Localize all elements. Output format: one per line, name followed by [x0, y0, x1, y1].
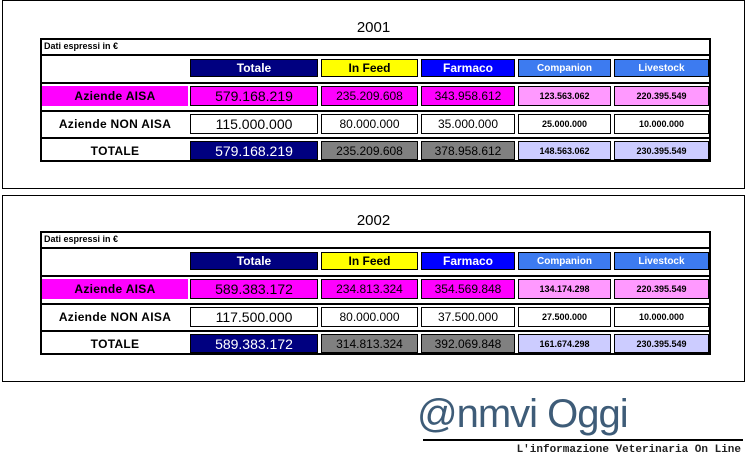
cell-value: 37.500.000 — [421, 307, 515, 327]
cell-value: 579.168.219 — [190, 86, 318, 106]
cell-value: 230.395.549 — [614, 141, 709, 160]
cell-value: 579.168.219 — [190, 141, 318, 160]
divider — [42, 54, 709, 56]
data-table: Dati espressi in € Totale In Feed Farmac… — [40, 231, 711, 355]
cell-value: 354.569.848 — [421, 279, 515, 299]
year-title: 2001 — [356, 19, 391, 36]
table-panel-2002: 2002 Dati espressi in € Totale In Feed F… — [2, 195, 745, 382]
table-note: Dati espressi in € — [44, 234, 119, 244]
cell-value: 25.000.000 — [518, 114, 611, 134]
table-note: Dati espressi in € — [44, 41, 119, 51]
row-label-totale: TOTALE — [90, 143, 140, 158]
logo-underline — [423, 439, 743, 441]
cell-value: 27.500.000 — [518, 307, 611, 327]
divider — [42, 275, 709, 277]
logo-tagline: L'informazione Veterinaria On Line — [516, 444, 741, 456]
cell-value: 235.209.608 — [321, 86, 418, 106]
data-table: Dati espressi in € Totale In Feed Farmac… — [40, 38, 711, 162]
header-in-feed: In Feed — [321, 59, 418, 77]
header-in-feed: In Feed — [321, 252, 418, 270]
cell-value: 378.958.612 — [421, 141, 515, 160]
divider — [42, 330, 709, 332]
header-companion: Companion — [518, 59, 611, 77]
cell-value: 220.395.549 — [614, 279, 709, 299]
cell-value: 10.000.000 — [614, 114, 709, 134]
cell-value: 123.563.062 — [518, 86, 611, 106]
divider — [42, 137, 709, 139]
header-livestock: Livestock — [614, 59, 709, 77]
divider — [42, 303, 709, 305]
cell-value: 161.674.298 — [518, 334, 611, 353]
cell-value: 148.563.062 — [518, 141, 611, 160]
cell-value: 220.395.549 — [614, 86, 709, 106]
cell-value: 80.000.000 — [321, 307, 418, 327]
divider — [42, 110, 709, 112]
year-title: 2002 — [356, 212, 391, 229]
row-label-totale: TOTALE — [90, 336, 140, 351]
row-label-non-aisa: Aziende NON AISA — [58, 117, 172, 131]
cell-value: 80.000.000 — [321, 114, 418, 134]
row-label-aisa: Aziende AISA — [42, 86, 188, 106]
cell-value: 343.958.612 — [421, 86, 515, 106]
cell-value: 230.395.549 — [614, 334, 709, 353]
cell-value: 117.500.000 — [190, 307, 318, 327]
header-farmaco: Farmaco — [421, 252, 515, 270]
row-label-non-aisa: Aziende NON AISA — [58, 310, 172, 324]
row-label-aisa: Aziende AISA — [42, 279, 188, 299]
cell-value: 392.069.848 — [421, 334, 515, 353]
cell-value: 589.383.172 — [190, 334, 318, 353]
cell-value: 235.209.608 — [321, 141, 418, 160]
header-totale: Totale — [190, 252, 318, 270]
header-companion: Companion — [518, 252, 611, 270]
cell-value: 35.000.000 — [421, 114, 515, 134]
header-farmaco: Farmaco — [421, 59, 515, 77]
cell-value: 134.174.298 — [518, 279, 611, 299]
anmvi-oggi-logo: @nmvi Oggi L'informazione Veterinaria On… — [417, 392, 743, 462]
logo-brand: @nmvi Oggi — [417, 392, 629, 436]
cell-value: 234.813.324 — [321, 279, 418, 299]
cell-value: 589.383.172 — [190, 279, 318, 299]
table-panel-2001: 2001 Dati espressi in € Totale In Feed F… — [2, 0, 745, 189]
cell-value: 314.813.324 — [321, 334, 418, 353]
divider — [42, 82, 709, 84]
header-totale: Totale — [190, 59, 318, 77]
header-livestock: Livestock — [614, 252, 709, 270]
cell-value: 115.000.000 — [190, 114, 318, 134]
divider — [42, 247, 709, 249]
cell-value: 10.000.000 — [614, 307, 709, 327]
